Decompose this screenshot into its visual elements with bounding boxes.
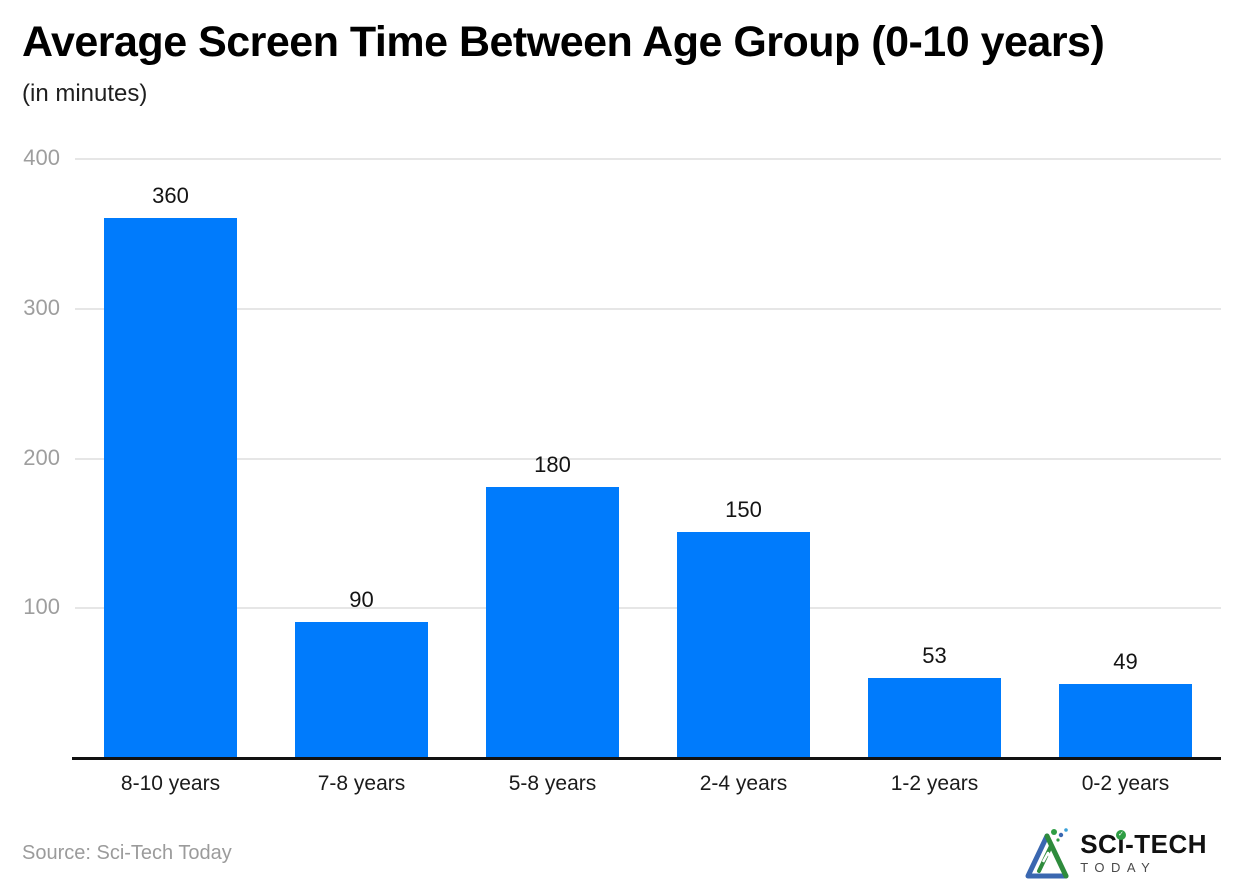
bar-value-label: 360 <box>152 182 189 208</box>
logo-text: SC i ✓ -TECH TODAY <box>1080 829 1207 875</box>
bar-2-4-years: 150 <box>677 497 810 757</box>
bar-1-2-years: 53 <box>868 643 1001 757</box>
bar-slot: 49 <box>1030 158 1221 757</box>
bar-slot: 150 <box>648 158 839 757</box>
chart-title: Average Screen Time Between Age Group (0… <box>22 18 1105 66</box>
bars-row: 360 90 180 150 53 49 <box>75 158 1221 757</box>
x-axis-label: 5-8 years <box>508 772 597 795</box>
x-axis-label: 7-8 years <box>317 772 406 795</box>
bar-value-label: 180 <box>534 452 571 478</box>
bar-value-label: 49 <box>1113 648 1138 674</box>
bar-5-8-years: 180 <box>486 452 619 757</box>
x-axis-label: 8-10 years <box>120 772 221 795</box>
x-axis-label: 1-2 years <box>890 772 979 795</box>
source-attribution: Source: Sci-Tech Today <box>22 841 232 864</box>
y-tick-label-200: 200 <box>23 444 60 470</box>
logo-mountain-icon <box>1025 828 1069 879</box>
bar-slot: 360 <box>75 158 266 757</box>
bar-slot: 53 <box>839 158 1030 757</box>
bar-value-label: 53 <box>922 642 947 668</box>
gridline-400 <box>75 158 1221 160</box>
gridline-300 <box>75 307 1221 310</box>
x-axis-line <box>72 757 1221 760</box>
bar-8-10-years: 360 <box>104 183 237 757</box>
chart-subtitle: (in minutes) <box>22 80 148 107</box>
logo-name: SC i ✓ -TECH <box>1080 829 1207 859</box>
bar-0-2-years: 49 <box>1059 649 1192 757</box>
y-tick-label-400: 400 <box>23 145 60 170</box>
chart-header: Average Screen Time Between Age Group (0… <box>0 20 1240 107</box>
logo-name-part2: -TECH <box>1125 829 1207 859</box>
plot-area: 400 300 200 100 360 90 180 150 53 49 <box>23 145 1221 760</box>
check-circle-icon: ✓ <box>1116 830 1127 840</box>
bar-slot: 90 <box>266 158 457 757</box>
x-axis-labels-row: 8-10 years 7-8 years 5-8 years 2-4 years 1-2… <box>75 772 1221 796</box>
bar-value-label: 150 <box>725 497 762 523</box>
x-axis-label: 2-4 years <box>699 772 788 795</box>
bar-7-8-years: 90 <box>295 587 428 757</box>
bar-slot: 180 <box>457 158 648 757</box>
logo-tagline: TODAY <box>1080 860 1157 875</box>
gridline-200 <box>75 457 1221 460</box>
sci-tech-today-logo: SC i ✓ -TECH TODAY <box>1022 826 1207 880</box>
gridline-100 <box>75 607 1221 610</box>
logo-letter-i: i ✓ <box>1116 829 1127 859</box>
x-axis-label: 0-2 years <box>1081 772 1170 795</box>
y-tick-label-300: 300 <box>23 294 60 320</box>
bar-value-label: 90 <box>349 587 374 613</box>
logo-name-part1: SC <box>1080 829 1118 859</box>
footer: Source: Sci-Tech Today SC i ✓ -TECH TODAY <box>22 826 1207 880</box>
y-tick-label-100: 100 <box>23 594 60 620</box>
